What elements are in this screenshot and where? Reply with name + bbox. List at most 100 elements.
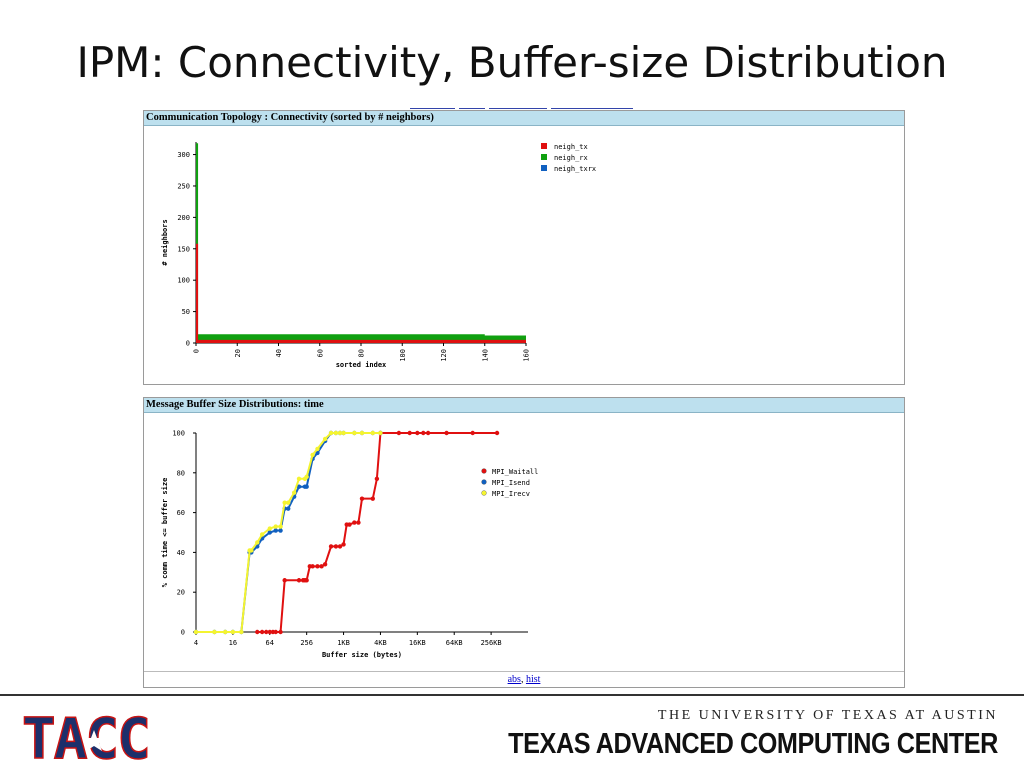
link-separator: , [520, 674, 526, 685]
y-tick-label: 100 [177, 277, 190, 285]
point-MPI_Irecv [337, 430, 343, 436]
point-MPI_Waitall [337, 544, 343, 549]
x-axis-label: sorted index [336, 361, 387, 369]
point-MPI_Irecv [310, 452, 315, 458]
university-name: THE UNIVERSITY OF TEXAS AT AUSTIN [657, 708, 998, 723]
x-tick-label: 160 [523, 349, 531, 362]
point-MPI_Irecv [359, 430, 365, 436]
point-MPI_Irecv [255, 540, 260, 545]
point-MPI_Waitall [370, 496, 375, 501]
point-MPI_Irecv [193, 629, 199, 635]
legend-label-MPI_Isend: MPI_Isend [492, 479, 530, 487]
point-MPI_Waitall [415, 430, 420, 436]
point-MPI_Irecv [341, 430, 346, 436]
point-MPI_Waitall [322, 562, 328, 567]
x-tick-label: 64 [266, 639, 274, 647]
point-MPI_Waitall [396, 430, 402, 436]
x-tick-label: 80 [358, 349, 366, 357]
legend-label-neigh_rx: neigh_rx [554, 154, 588, 162]
view-links: abs, hist [144, 674, 904, 685]
truncated-links[interactable] [410, 100, 640, 110]
x-tick-label: 256KB [481, 639, 502, 647]
connectivity-panel-header: Communication Topology : Connectivity (s… [144, 111, 904, 126]
point-MPI_Waitall [273, 629, 278, 635]
x-tick-label: 120 [440, 349, 448, 362]
point-MPI_Irecv [267, 526, 272, 531]
point-MPI_Irecv [296, 476, 302, 481]
panel-divider [144, 671, 904, 672]
point-MPI_Irecv [370, 430, 375, 436]
point-MPI_Waitall [407, 430, 412, 436]
x-tick-label: 64KB [446, 639, 463, 647]
point-MPI_Waitall [347, 522, 352, 527]
point-MPI_Irecv [259, 532, 265, 537]
line-MPI_Irecv [196, 432, 381, 633]
legend-label-neigh_txrx: neigh_txrx [554, 165, 596, 173]
point-MPI_Irecv [282, 500, 287, 505]
y-tick-label: 60 [177, 509, 185, 517]
x-tick-label: 40 [275, 349, 283, 357]
point-MPI_Waitall [341, 542, 346, 547]
point-MPI_Irecv [315, 446, 320, 452]
point-MPI_Waitall [296, 578, 302, 583]
point-MPI_Waitall [356, 520, 361, 525]
x-tick-label: 60 [316, 349, 324, 357]
y-tick-label: 100 [172, 430, 185, 438]
point-MPI_Irecv [378, 430, 383, 436]
point-MPI_Irecv [278, 524, 283, 529]
legend-marker-MPI_Irecv [481, 490, 487, 496]
y-tick-label: 20 [177, 589, 185, 597]
legend-marker-MPI_Isend [481, 479, 487, 485]
x-tick-label: 140 [481, 349, 489, 362]
x-tick-label: 4 [194, 639, 198, 647]
point-MPI_Irecv [291, 490, 297, 495]
y-tick-label: 40 [177, 549, 185, 557]
line-MPI_Isend [196, 432, 381, 633]
bars-neigh_rx [196, 143, 526, 343]
point-MPI_Irecv [249, 548, 254, 553]
point-MPI_Waitall [278, 629, 283, 635]
point-MPI_Isend [296, 484, 302, 489]
footer-rule [0, 694, 1024, 696]
x-tick-label: 0 [193, 349, 201, 353]
legend-swatch-neigh_tx [541, 143, 547, 149]
y-tick-label: 50 [182, 308, 190, 316]
x-tick-label: 256 [300, 639, 313, 647]
point-MPI_Irecv [273, 524, 278, 529]
point-MPI_Waitall [255, 629, 260, 635]
x-tick-label: 16KB [409, 639, 426, 647]
tacc-logo: TACC [22, 708, 152, 762]
legend-marker-MPI_Waitall [481, 468, 487, 474]
point-MPI_Waitall [444, 430, 449, 436]
buffer-size-panel: Message Buffer Size Distributions: time … [143, 397, 905, 688]
y-tick-label: 200 [177, 214, 190, 222]
buffer-size-chart: 0 20 40 60 80 100 4 16 64 256 1KB 4KB 16KB 64KB 256KB B… [161, 430, 538, 660]
point-MPI_Waitall [425, 430, 431, 436]
point-MPI_Irecv [333, 430, 339, 436]
point-MPI_Isend [304, 484, 309, 489]
point-MPI_Waitall [328, 544, 334, 549]
point-MPI_Waitall [310, 564, 315, 569]
y-tick-label: 80 [177, 469, 185, 477]
y-tick-label: 0 [186, 340, 190, 348]
point-MPI_Waitall [264, 629, 269, 635]
x-tick-label: 1KB [337, 639, 350, 647]
buffer-size-panel-header: Message Buffer Size Distributions: time [144, 398, 904, 413]
point-MPI_Irecv [286, 500, 291, 505]
slide-title: IPM: Connectivity, Buffer-size Distribut… [76, 38, 948, 87]
x-tick-label: 4KB [374, 639, 387, 647]
point-MPI_Irecv [212, 629, 217, 635]
point-MPI_Isend [278, 528, 283, 533]
point-MPI_Irecv [322, 436, 328, 442]
x-tick-label: 100 [399, 349, 407, 362]
point-MPI_Waitall [267, 629, 272, 635]
point-MPI_Waitall [421, 430, 426, 436]
hist-link[interactable]: hist [525, 674, 541, 685]
point-MPI_Waitall [304, 578, 309, 583]
abs-link[interactable]: abs [507, 674, 521, 685]
point-MPI_Waitall [315, 564, 320, 569]
star-icon [82, 730, 106, 751]
point-MPI_Irecv [328, 430, 334, 436]
y-axis-label: % comm time <= buffer size [161, 478, 169, 588]
point-MPI_Irecv [239, 629, 244, 635]
